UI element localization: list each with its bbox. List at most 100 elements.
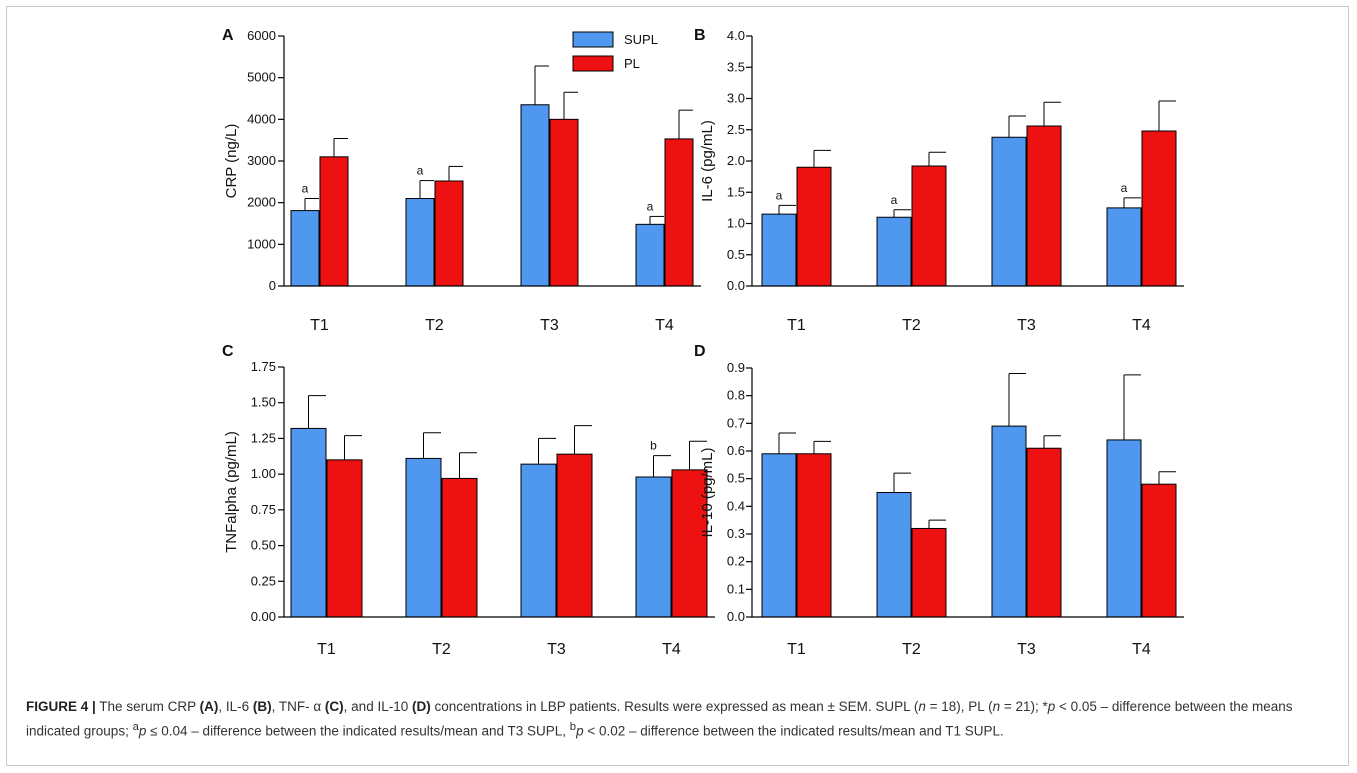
bar-pl-t2 xyxy=(911,527,947,618)
y-tick-label: 4.0 xyxy=(727,28,745,43)
y-tick-label: 6000 xyxy=(247,28,276,43)
bar-pl-t1 xyxy=(796,166,832,287)
x-tick-label-t1: T1 xyxy=(787,641,806,658)
bar-supl-t1 xyxy=(290,427,327,618)
bar-pl-t4 xyxy=(671,469,708,618)
significance-marker: a xyxy=(647,199,654,213)
significance-marker: a xyxy=(776,188,783,202)
y-tick-label: 5000 xyxy=(247,70,276,85)
x-tick-label-t4: T4 xyxy=(1132,641,1151,658)
bar-supl-t4 xyxy=(635,223,665,287)
caption-superscript-a: a xyxy=(132,721,139,733)
caption-text: , TNF- α xyxy=(271,699,325,714)
figure-caption: FIGURE 4 | The serum CRP (A), IL-6 (B), … xyxy=(26,696,1326,742)
bar-supl-t4 xyxy=(635,476,672,618)
bar-supl-t2 xyxy=(405,457,442,618)
bar-pl-t3 xyxy=(1026,125,1062,287)
x-tick-label-t2: T2 xyxy=(902,317,921,334)
bar-pl-t3 xyxy=(549,118,579,287)
panel-label: B xyxy=(694,27,706,44)
x-tick-label-t4: T4 xyxy=(655,317,674,334)
x-tick-label-t2: T2 xyxy=(425,317,444,334)
y-tick-label: 0.9 xyxy=(727,360,745,375)
caption-text: ≤ 0.04 – difference between the indicate… xyxy=(146,723,570,739)
caption-p: p xyxy=(576,723,584,739)
bar-supl-t1 xyxy=(290,210,320,287)
y-tick-label: 1.00 xyxy=(251,466,276,481)
y-tick-label: 0.6 xyxy=(727,443,745,458)
bar-supl-t2 xyxy=(876,216,912,287)
caption-ref-c: (C) xyxy=(324,699,344,714)
caption-ref-d: (D) xyxy=(411,699,431,714)
y-tick-label: 0.0 xyxy=(727,609,745,624)
y-tick-label: 3.0 xyxy=(727,91,745,106)
x-tick-label-t1: T1 xyxy=(310,317,329,334)
caption-n: n xyxy=(992,699,1001,714)
caption-text: = 18), PL ( xyxy=(925,699,993,714)
y-axis-label: CRP (ng/L) xyxy=(223,124,240,199)
bar-supl-t3 xyxy=(991,136,1027,287)
bar-pl-t4 xyxy=(1141,130,1177,287)
caption-n: n xyxy=(918,699,926,714)
legend-swatch-supl xyxy=(572,31,614,48)
significance-marker: a xyxy=(417,164,424,178)
caption-text: , and IL-10 xyxy=(343,699,412,714)
bar-supl-t3 xyxy=(991,425,1027,618)
x-tick-label-t3: T3 xyxy=(540,317,559,334)
y-tick-label: 0.7 xyxy=(727,415,745,430)
caption-ref-a: (A) xyxy=(199,699,219,714)
y-tick-label: 0.5 xyxy=(727,247,745,262)
bar-supl-t2 xyxy=(876,492,912,618)
y-axis-label: IL-6 (pg/mL) xyxy=(699,120,716,202)
bar-supl-t3 xyxy=(520,463,557,618)
panel-label: D xyxy=(694,343,706,360)
figure-4-charts: A 0 1000 2000 3000 4000 5000 6000 CRP (ng/L) a T1 a… xyxy=(222,27,1184,658)
x-tick-label-t2: T2 xyxy=(902,641,921,658)
x-tick-label-t1: T1 xyxy=(787,317,806,334)
caption-text: = 21); * xyxy=(1000,699,1048,714)
x-tick-label-t3: T3 xyxy=(1017,641,1036,658)
y-tick-label: 0.8 xyxy=(727,388,745,403)
figure-frame xyxy=(6,6,1349,766)
bar-supl-t4 xyxy=(1106,439,1142,618)
caption-superscript-b: b xyxy=(569,721,577,733)
y-tick-label: 4000 xyxy=(247,111,276,126)
bar-pl-t3 xyxy=(1026,447,1062,618)
bar-supl-t2 xyxy=(405,198,435,287)
significance-marker: b xyxy=(650,439,657,453)
caption-text: The serum CRP xyxy=(95,699,200,714)
legend-swatch-pl xyxy=(572,55,614,72)
caption-text: < 0.05 – difference between the means in… xyxy=(26,699,1293,739)
x-tick-label-t3: T3 xyxy=(547,641,566,658)
y-tick-label: 0.2 xyxy=(727,554,745,569)
y-tick-label: 0.1 xyxy=(727,581,745,596)
bar-pl-t2 xyxy=(911,165,947,287)
y-tick-label: 2.0 xyxy=(727,153,745,168)
y-tick-label: 2.5 xyxy=(727,122,745,137)
y-tick-label: 0.5 xyxy=(727,471,745,486)
significance-marker: a xyxy=(891,193,898,207)
y-tick-label: 3.5 xyxy=(727,59,745,74)
y-tick-label: 3000 xyxy=(247,153,276,168)
y-tick-label: 0 xyxy=(269,278,276,293)
bar-pl-t2 xyxy=(441,477,478,618)
y-tick-label: 0.0 xyxy=(727,278,745,293)
caption-text: < 0.02 – difference between the indicate… xyxy=(583,723,1004,739)
y-tick-label: 2000 xyxy=(247,195,276,210)
x-tick-label-t4: T4 xyxy=(662,641,681,658)
y-tick-label: 0.4 xyxy=(727,498,745,513)
y-tick-label: 0.50 xyxy=(251,538,276,553)
y-tick-label: 0.00 xyxy=(251,609,276,624)
caption-p: p xyxy=(138,723,147,739)
bar-pl-t1 xyxy=(319,156,349,287)
y-tick-label: 1.5 xyxy=(727,184,745,199)
caption-text: , IL-6 xyxy=(218,699,253,714)
caption-label: FIGURE 4 | xyxy=(26,699,96,714)
significance-marker: a xyxy=(302,182,309,196)
y-tick-label: 1.25 xyxy=(251,430,276,445)
bar-pl-t2 xyxy=(434,180,464,287)
legend-label-pl: PL xyxy=(624,56,640,71)
legend-label-supl: SUPL xyxy=(624,32,658,47)
y-axis-label: IL-10 (pg/mL) xyxy=(699,447,716,537)
bar-pl-t1 xyxy=(796,453,832,618)
